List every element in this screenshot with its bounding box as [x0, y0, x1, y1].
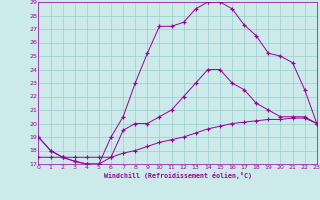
- X-axis label: Windchill (Refroidissement éolien,°C): Windchill (Refroidissement éolien,°C): [104, 172, 252, 179]
